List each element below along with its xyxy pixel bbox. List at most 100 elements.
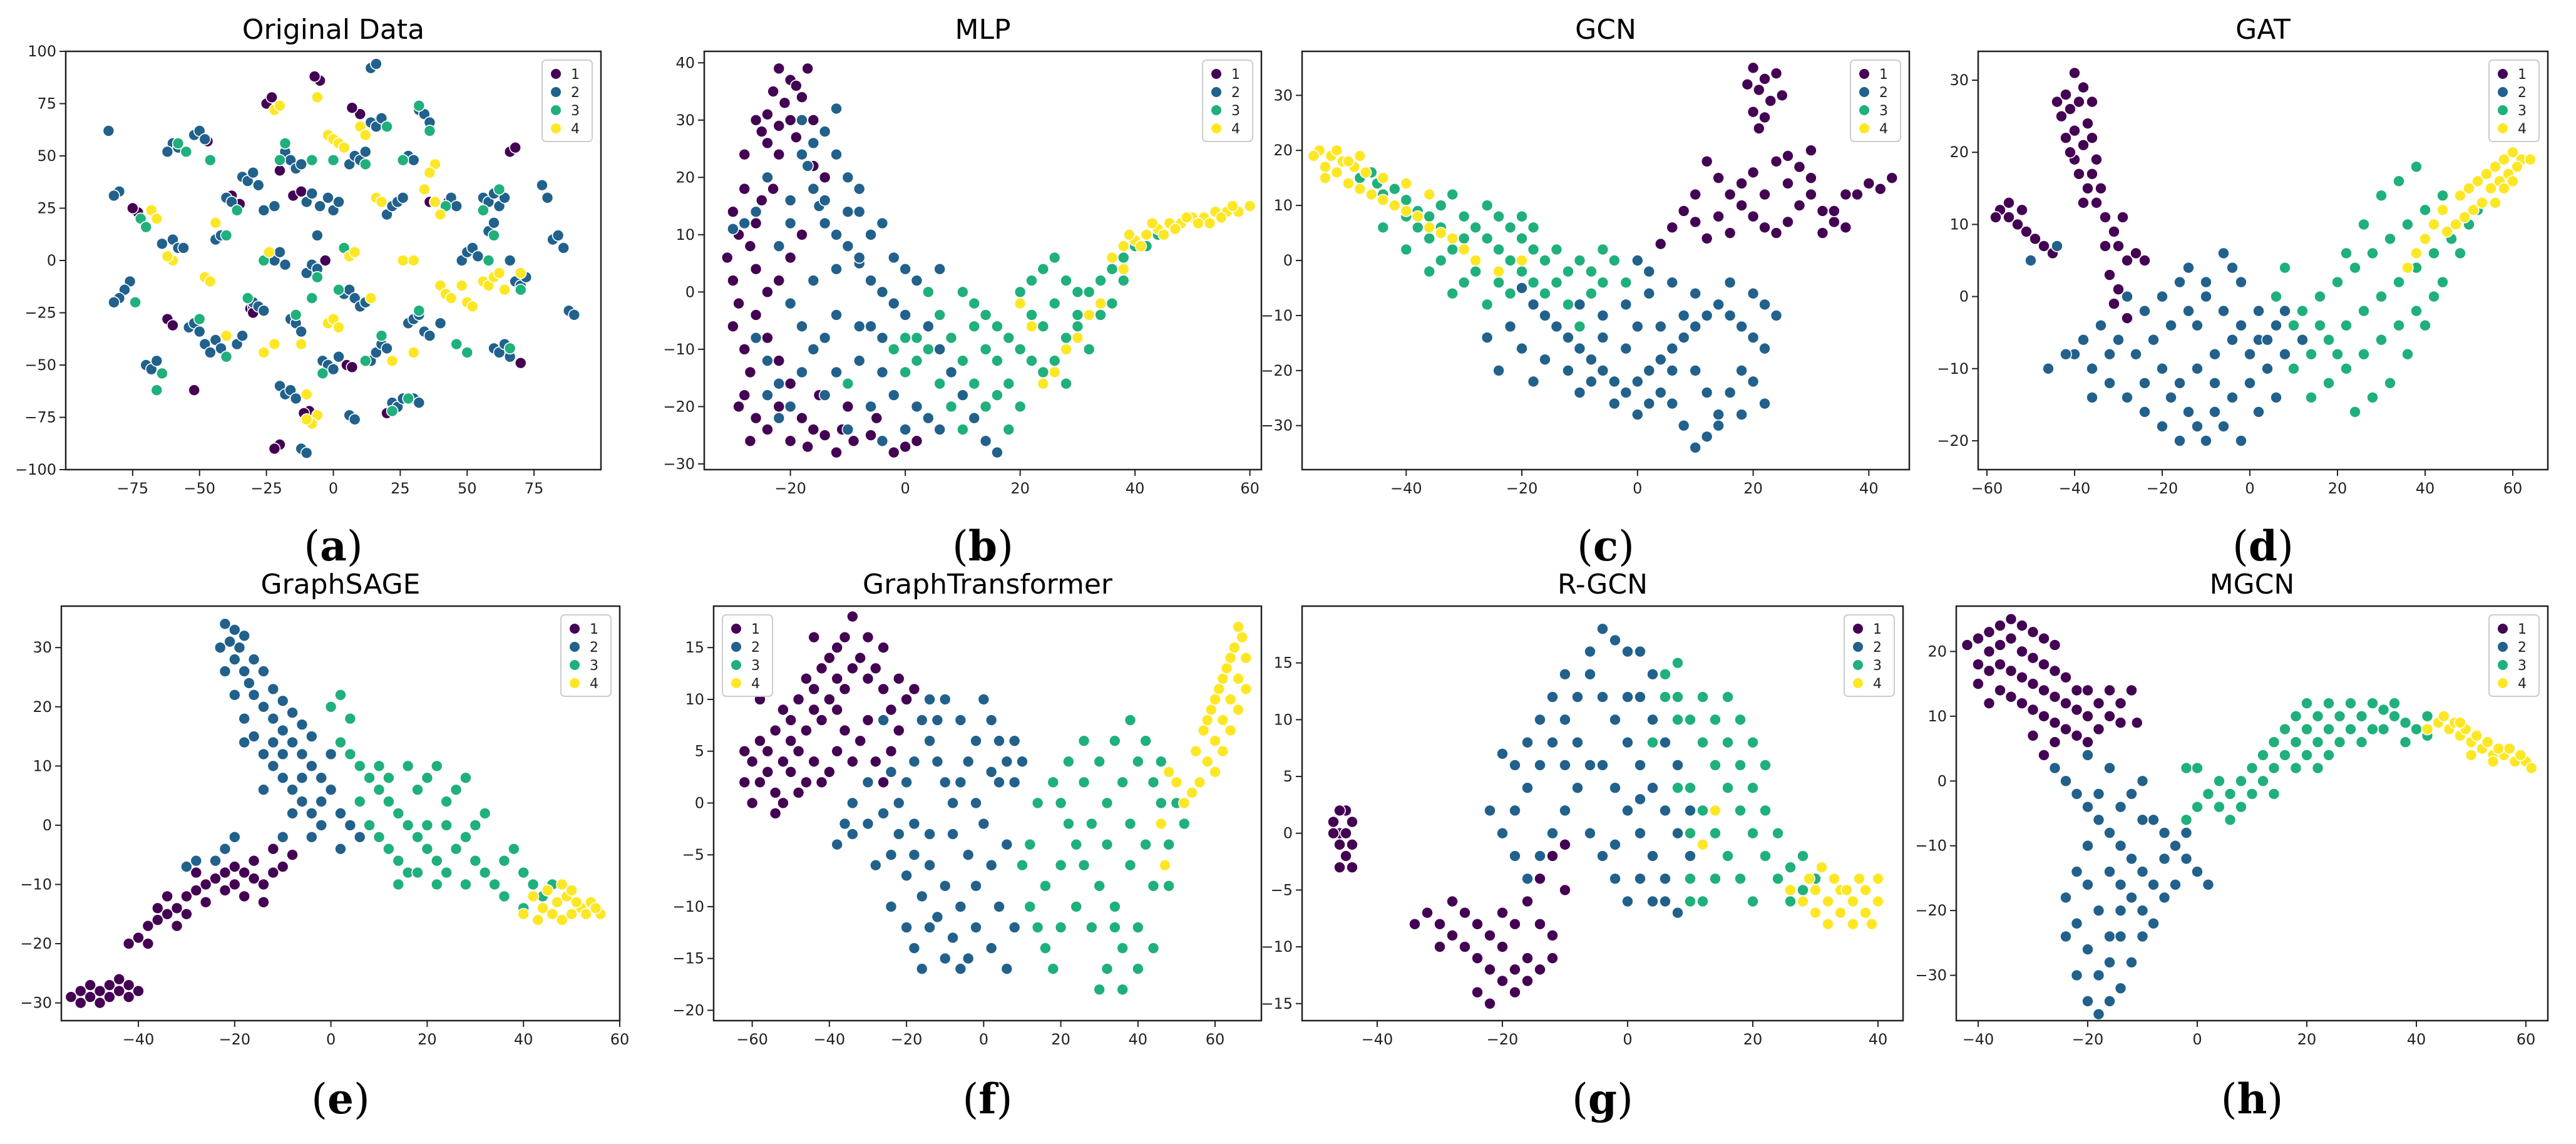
data-point xyxy=(2388,710,2401,723)
data-point xyxy=(103,991,116,1003)
data-point xyxy=(2450,218,2462,231)
data-point xyxy=(1539,309,1551,322)
scatter-points xyxy=(64,617,607,1009)
data-point xyxy=(1509,918,1521,930)
data-point xyxy=(172,137,185,150)
data-point xyxy=(267,683,280,696)
data-point xyxy=(947,931,959,944)
data-point xyxy=(796,148,808,161)
data-point xyxy=(1534,850,1546,862)
legend-marker xyxy=(731,678,741,688)
data-point xyxy=(363,771,376,785)
data-point xyxy=(761,423,774,436)
data-point xyxy=(1872,895,1884,908)
data-point xyxy=(738,745,751,758)
x-tick-label: 40 xyxy=(1129,1031,1148,1048)
data-point xyxy=(1169,222,1182,235)
data-point xyxy=(1484,804,1496,817)
data-point xyxy=(257,304,270,317)
x-tick-label: 25 xyxy=(391,480,410,497)
data-point xyxy=(892,672,905,685)
scatter-points xyxy=(738,610,1253,996)
data-point xyxy=(2428,290,2440,303)
x-tick-label: −20 xyxy=(891,1031,923,1048)
data-point xyxy=(1101,796,1114,810)
data-point xyxy=(2147,878,2160,891)
data-point xyxy=(1684,713,1696,726)
data-point xyxy=(1782,150,1794,162)
y-tick-label: 15 xyxy=(1273,654,1293,672)
data-point xyxy=(238,736,251,749)
data-point xyxy=(1619,298,1633,311)
data-point xyxy=(1232,621,1244,633)
data-point xyxy=(1696,804,1709,817)
data-point xyxy=(1809,906,1822,919)
data-point xyxy=(2217,247,2230,260)
data-point xyxy=(1758,188,1771,201)
data-point xyxy=(1484,929,1496,942)
data-point xyxy=(1983,645,1996,658)
data-point xyxy=(295,748,309,761)
data-point xyxy=(204,275,217,288)
data-point xyxy=(2182,304,2195,317)
data-point xyxy=(526,878,540,891)
data-point xyxy=(401,819,414,832)
data-point xyxy=(1077,858,1090,872)
data-point xyxy=(1013,343,1027,356)
data-point xyxy=(108,189,120,202)
scatter-points xyxy=(102,58,581,460)
data-point xyxy=(2261,362,2274,375)
x-tick-label: −20 xyxy=(1487,1031,1519,1048)
legend-label: 1 xyxy=(571,67,580,83)
data-point xyxy=(1772,872,1784,885)
data-point xyxy=(1209,734,1221,747)
data-point xyxy=(1411,221,1424,234)
data-point xyxy=(2048,736,2061,749)
data-point xyxy=(796,366,808,379)
data-point xyxy=(1834,906,1847,919)
data-point xyxy=(754,734,766,747)
data-point xyxy=(1516,232,1528,245)
data-point xyxy=(2064,103,2076,115)
data-point xyxy=(2401,218,2414,231)
data-point xyxy=(831,641,843,654)
data-point xyxy=(1608,375,1621,388)
data-point xyxy=(1619,386,1633,399)
data-point xyxy=(332,195,345,209)
data-point xyxy=(1828,872,1840,885)
data-point xyxy=(1573,386,1586,399)
data-point xyxy=(2103,827,2116,839)
data-point xyxy=(2375,290,2388,303)
series-2 xyxy=(2048,749,2215,1021)
data-point xyxy=(1516,210,1528,223)
data-point xyxy=(2182,261,2195,274)
data-point xyxy=(247,854,260,867)
y-tick-label: −50 xyxy=(24,356,56,374)
legend-label: 1 xyxy=(1231,67,1240,83)
data-point xyxy=(364,292,377,304)
data-point xyxy=(830,446,843,459)
y-tick-label: 5 xyxy=(695,743,704,760)
data-point xyxy=(2244,348,2256,361)
x-tick-label: −40 xyxy=(1963,1031,1994,1048)
data-point xyxy=(1539,287,1551,300)
y-tick-label: 0 xyxy=(695,794,704,812)
data-point xyxy=(1722,736,1734,749)
data-point xyxy=(257,896,270,909)
data-point xyxy=(268,338,281,351)
data-point xyxy=(274,100,286,112)
data-point xyxy=(150,384,163,396)
data-point xyxy=(815,714,828,726)
data-point xyxy=(1048,251,1061,264)
data-point xyxy=(761,108,774,121)
data-point xyxy=(204,346,217,359)
data-point xyxy=(876,286,889,299)
data-point xyxy=(1516,265,1528,278)
data-point xyxy=(1421,906,1434,919)
legend-marker xyxy=(570,678,580,688)
data-point xyxy=(332,283,345,296)
data-point xyxy=(1859,906,1872,919)
x-tick-label: −40 xyxy=(1362,1031,1393,1048)
data-point xyxy=(198,133,212,146)
